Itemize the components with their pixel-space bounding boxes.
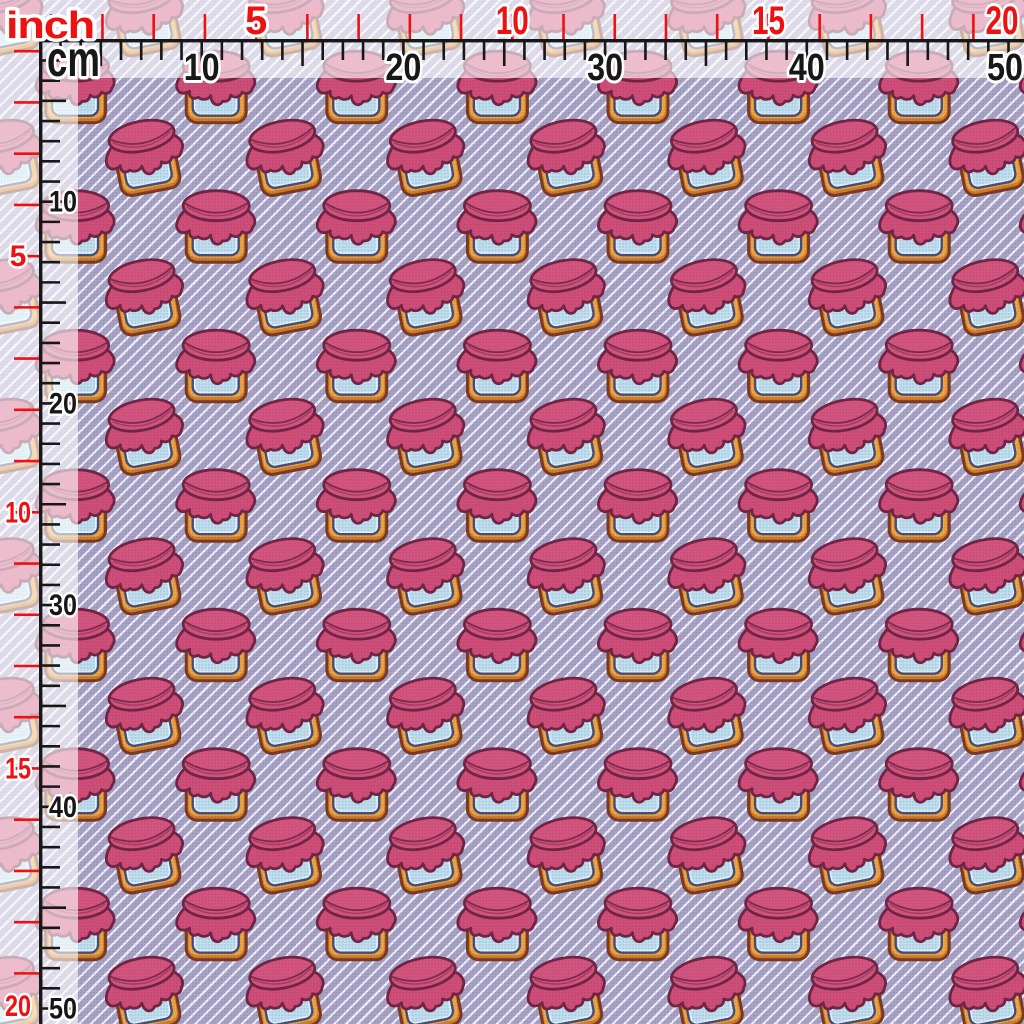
cm-number: 20 — [385, 47, 421, 89]
cm-number: 20 — [49, 387, 77, 420]
cm-number: 50 — [987, 47, 1023, 89]
inch-number: 10 — [496, 0, 529, 43]
left-ruler-line — [39, 39, 43, 1024]
inch-number: 15 — [752, 0, 785, 43]
cm-number: 10 — [49, 186, 77, 219]
inch-number: 10 — [5, 496, 31, 529]
top-ruler — [49, 14, 1010, 71]
left-ruler-labels: 5 10 15 20 10 20 30 40 50 — [3, 183, 80, 1024]
cm-unit-label: cm — [47, 31, 100, 87]
inch-number: 20 — [986, 0, 1019, 43]
cm-number: 40 — [49, 791, 77, 824]
cm-number: 40 — [789, 47, 825, 89]
cm-number: 30 — [49, 589, 77, 622]
top-ruler-line — [39, 39, 1024, 43]
cm-number: 30 — [587, 47, 623, 89]
left-ruler — [14, 49, 71, 1010]
inch-number: 15 — [5, 752, 31, 785]
inch-number: 5 — [10, 240, 27, 273]
cm-number: 50 — [49, 993, 77, 1024]
inch-number: 5 — [245, 0, 267, 43]
top-ruler-labels: 5 10 15 20 10 20 30 40 50 — [181, 0, 1024, 92]
inch-unit-label: inch — [6, 5, 94, 47]
inch-number: 20 — [5, 990, 31, 1023]
cm-number: 10 — [184, 47, 220, 89]
